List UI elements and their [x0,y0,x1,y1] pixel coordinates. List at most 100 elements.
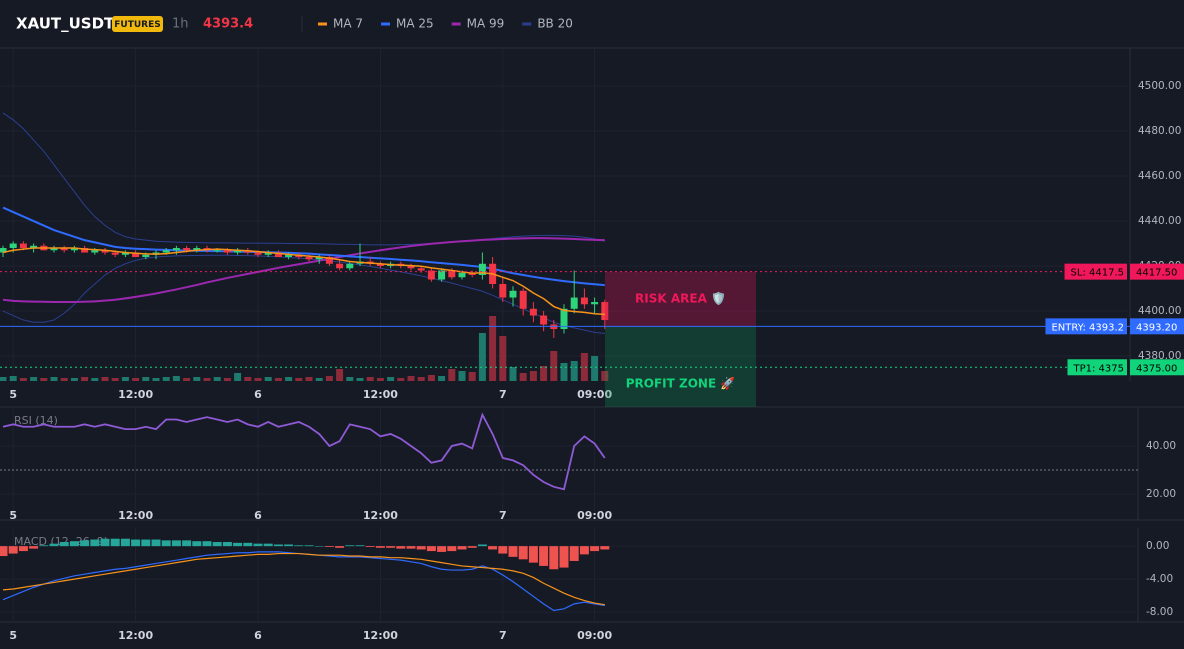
profit-label: PROFIT ZONE 🚀 [626,377,736,391]
volume-bar [234,373,242,381]
macd-bar [406,546,416,549]
candle-body [19,243,27,249]
volume-bar [152,378,160,381]
candle-body [213,250,221,252]
y-tick-label: 4380.00 [1138,350,1181,362]
candle-body [81,248,89,253]
macd-bar [110,538,120,547]
volume-bar [101,377,109,381]
volume-bar [30,377,38,381]
legend-label: BB 20 [537,17,573,31]
macd-bar [416,546,426,550]
macd-bar [69,541,79,547]
legend-label: MA 7 [333,17,363,31]
candle-body [427,270,435,280]
candle-body [315,257,323,260]
macd-bar [39,545,49,547]
candle-body [336,263,344,269]
macd-bar [100,538,110,547]
volume-bar [387,377,395,381]
level-tag-label: SL: 4417.5 [1071,268,1124,279]
volume-bar [478,333,486,381]
volume-bar [142,377,150,381]
macd-bar [161,540,171,547]
candle-body [193,248,201,251]
y-tick-label: -8.00 [1146,606,1173,618]
candle-body [285,254,293,258]
volume-bar [407,376,415,381]
price-tag-bg [1130,263,1184,280]
x-tick-label: 12:00 [118,509,153,522]
volume-bar [264,377,272,381]
macd-bar [304,545,314,547]
volume-bar [315,378,323,381]
candle-body [0,248,7,253]
last-price: 4393.4 [203,17,253,32]
macd-bar [0,546,8,557]
volume-bar [458,371,466,381]
macd-bar [49,543,59,547]
macd-bar [590,546,600,552]
volume-bar [91,378,99,381]
volume-bar [346,377,354,381]
x-tick-label: 5 [9,509,17,522]
macd-bar [141,539,151,547]
macd-bar [243,542,253,547]
x-tick-label: 7 [499,509,507,522]
y-tick-label: 20.00 [1146,488,1176,500]
candle-body [325,257,333,264]
macd-bar [202,541,212,547]
candle-body [346,263,354,269]
y-tick-label: -4.00 [1146,573,1173,585]
macd-bar [375,546,385,548]
candle-body [264,252,272,255]
volume-bar [366,377,374,381]
volume-bar [325,376,333,381]
volume-bar [132,378,140,381]
candle-body [478,263,486,276]
macd-bar [273,544,283,547]
badge-bg [112,16,163,32]
candle-body [50,248,58,251]
candle-body [519,290,527,309]
candle-body [580,297,588,305]
volume-bar [305,377,313,381]
candle-body [101,250,109,253]
macd-bar [131,539,141,547]
volume-bar [60,378,68,381]
y-tick-label: 4400.00 [1138,305,1181,317]
candle-body [305,257,313,260]
x-tick-label: 09:00 [577,629,612,642]
macd-bar [90,539,100,547]
volume-bar [550,351,558,381]
ma25-line [2,206,605,287]
candle-body [172,248,180,251]
candle-body [30,245,38,249]
candle-body [540,315,548,325]
macd-bar [396,546,406,549]
macd-bar [233,542,243,547]
candle-body [70,248,78,251]
macd-bar [182,540,192,547]
candle-body [234,250,242,253]
volume-bar [121,377,129,381]
price-tag-bg [1130,318,1184,335]
volume-bar [417,377,425,381]
macd-bar [508,546,518,557]
volume-bar [570,361,578,381]
candle-body [162,250,170,253]
macd-bar [284,544,294,547]
x-tick-label: 6 [254,388,262,401]
candle-body [570,297,578,309]
rsi-line [2,412,606,491]
risk-zone [605,271,756,327]
macd-bar [477,544,487,547]
candle-body [183,248,191,251]
macd-bar [335,546,345,548]
macd-bar [426,546,436,552]
volume-bar [70,378,78,381]
volume-bar [540,366,548,381]
macd-bar [345,545,355,547]
